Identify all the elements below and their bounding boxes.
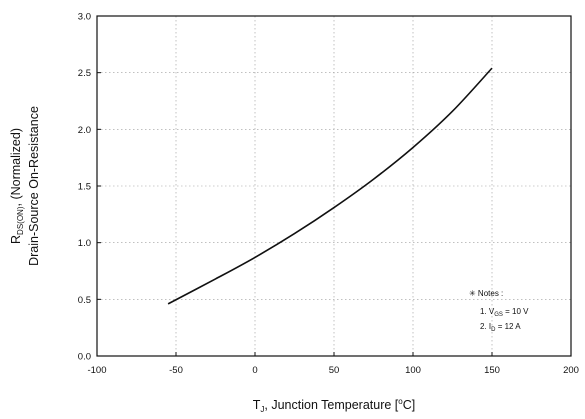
x-axis-ticks: -100 -50 0 50 100 150 200 bbox=[87, 352, 579, 376]
y-axis-title-line2: Drain-Source On-Resistance bbox=[27, 106, 41, 266]
y-tick-label: 1.5 bbox=[78, 182, 91, 193]
series-line bbox=[167, 67, 493, 305]
note-2: 2. ID = 12 A bbox=[480, 322, 521, 333]
y-axis-ticks: 0.0 0.5 1.0 1.5 2.0 2.5 3.0 bbox=[78, 12, 101, 363]
notes-title: ✳ Notes : bbox=[469, 289, 503, 298]
x-tick-label: 200 bbox=[563, 365, 579, 376]
y-tick-label: 0.5 bbox=[78, 295, 91, 306]
note-1: 1. VGS = 10 V bbox=[480, 307, 529, 318]
x-tick-label: 0 bbox=[252, 365, 257, 376]
y-tick-label: 1.0 bbox=[78, 238, 91, 249]
x-tick-label: -100 bbox=[87, 365, 106, 376]
y-tick-label: 2.0 bbox=[78, 125, 91, 136]
x-tick-label: 150 bbox=[484, 365, 500, 376]
x-axis-title: TJ, Junction Temperature [oC] bbox=[253, 397, 415, 414]
x-tick-label: 50 bbox=[329, 365, 340, 376]
y-axis-title-line1: RDS(ON), (Normalized) bbox=[9, 128, 25, 244]
grid bbox=[97, 16, 571, 356]
notes-box: ✳ Notes : 1. VGS = 10 V 2. ID = 12 A bbox=[469, 289, 529, 333]
x-tick-label: -50 bbox=[169, 365, 183, 376]
y-tick-label: 2.5 bbox=[78, 68, 91, 79]
y-tick-label: 3.0 bbox=[78, 12, 91, 23]
x-tick-label: 100 bbox=[405, 365, 421, 376]
y-tick-label: 0.0 bbox=[78, 352, 91, 363]
